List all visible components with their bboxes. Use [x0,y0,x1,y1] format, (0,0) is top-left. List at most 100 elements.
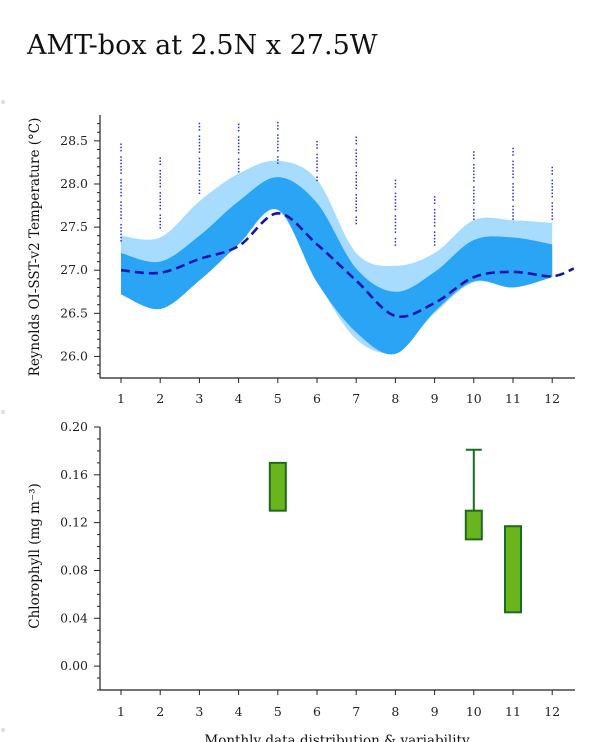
observation-point [512,205,514,208]
y-tick-label: 26.5 [60,305,88,320]
observation-point [120,204,122,207]
x-tick-label: 3 [195,704,203,719]
observation-point [120,233,122,236]
observation-point [159,198,161,201]
observation-point [198,192,201,195]
x-tick-label: 10 [466,391,482,406]
observation-point [159,223,161,226]
observation-point [473,180,475,182]
observation-point [394,208,397,211]
observation-point [473,157,475,160]
page-margin-dot [1,728,5,732]
observation-point [198,179,201,182]
observation-point [120,159,122,162]
x-tick-label: 10 [466,704,482,719]
x-tick-label: 9 [431,704,439,719]
observation-point [120,143,122,145]
observation-point [355,181,357,183]
x-tick-label: 7 [352,704,360,719]
observation-point [433,202,436,204]
observation-point [394,202,397,204]
observation-point [198,186,201,188]
observation-point [198,122,201,125]
observation-point [473,154,475,156]
observation-point [473,164,475,166]
observation-point [355,194,357,196]
observation-point [355,142,357,145]
observation-point [277,134,279,136]
observation-point [277,159,279,161]
page-margin-dot [1,100,5,104]
observation-point [120,240,122,242]
observation-point [159,179,161,181]
observation-point [316,176,318,178]
observation-point [198,129,201,131]
observation-point [512,173,514,175]
x-tick-label: 9 [431,391,439,406]
x-tick-label: 4 [235,704,243,719]
observation-point [277,162,279,164]
observation-point [237,148,240,151]
observation-point [512,218,514,220]
observation-point [159,201,161,204]
x-tick-label: 11 [505,391,521,406]
observation-point [198,135,201,137]
observation-point [473,167,475,169]
observation-point [277,143,279,146]
observation-point [120,227,122,229]
observation-point [277,128,279,130]
observation-point [551,169,553,172]
observation-point [394,224,397,227]
observation-point [198,160,201,163]
observation-point [394,205,397,208]
observation-point [120,146,122,149]
observation-point [433,212,436,214]
observation-point [433,237,436,240]
observation-point [159,208,161,210]
observation-point [551,173,553,175]
chlorophyll-box [504,525,522,614]
observation-point [316,169,318,172]
observation-point [394,237,397,240]
observation-point [159,192,161,194]
observation-point [551,182,553,185]
x-tick-label: 8 [391,391,399,406]
observation-point [277,156,279,158]
observation-point [394,228,397,230]
observation-point [355,187,357,190]
observation-point [120,156,122,158]
x-tick-label: 3 [195,391,203,406]
observation-point [512,215,514,217]
observation-point [433,225,436,227]
observation-point [277,137,279,139]
observation-point [394,241,397,243]
observation-point [473,215,475,217]
observation-point [355,219,357,222]
observation-point [433,215,436,217]
observation-point [355,178,357,180]
observation-point [551,192,553,195]
observation-point [198,183,201,185]
observation-point [120,162,122,165]
observation-point [355,216,357,218]
observation-point [394,192,397,195]
observation-point [473,189,475,192]
observation-point [120,211,122,213]
observation-point [512,147,514,150]
observation-point [433,234,436,237]
observation-point [473,212,475,214]
observation-point [159,214,161,216]
observation-point [237,126,240,129]
observation-point [355,200,357,202]
observation-point [120,185,122,187]
observation-point [120,230,122,232]
y-tick-label: 0.16 [60,467,88,482]
observation-point [316,166,318,169]
observation-point [355,165,357,167]
observation-point [355,184,357,186]
observation-point [551,186,553,188]
x-tick-label: 2 [156,391,164,406]
observation-point [394,199,397,201]
y-tick-label: 26.0 [60,348,88,363]
